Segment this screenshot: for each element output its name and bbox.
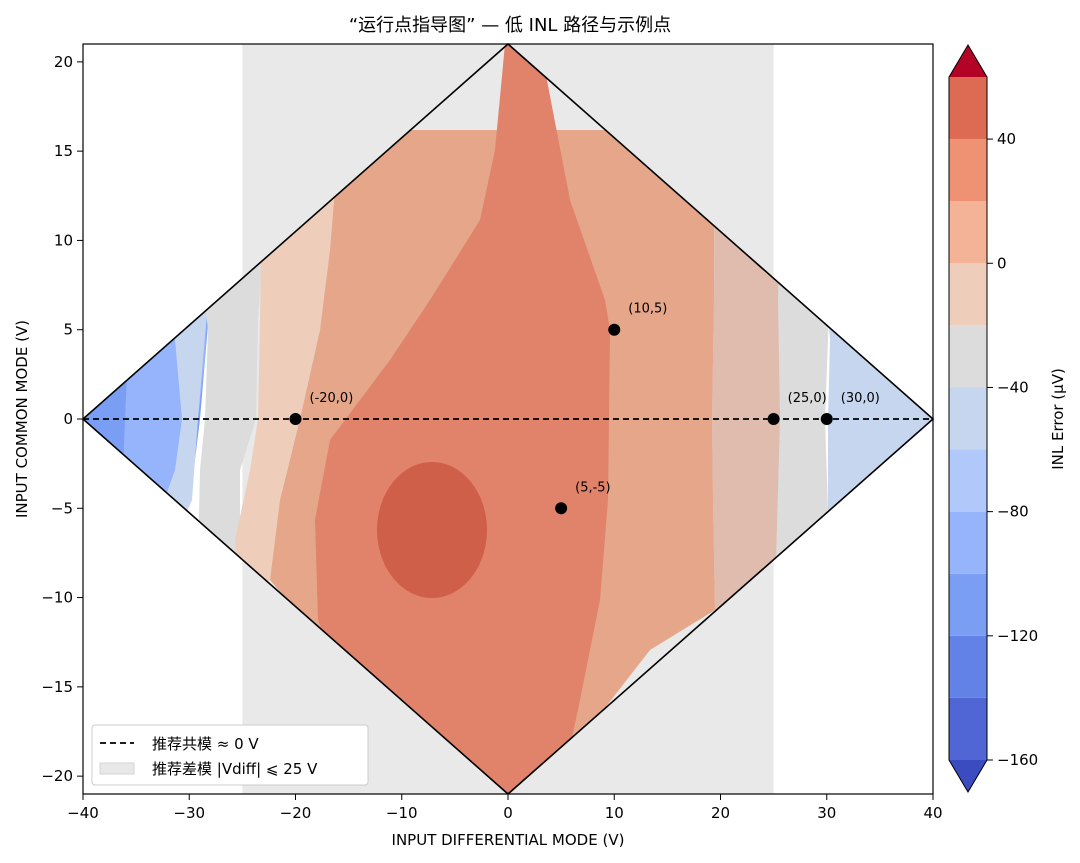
colorbar-tick-label: 0 (997, 254, 1007, 272)
legend-label-differential: 推荐差模 |Vdiff| ⩽ 25 V (152, 760, 318, 778)
y-tick-label: 0 (63, 410, 73, 428)
colorbar-band (949, 697, 987, 760)
legend: 推荐共模 ≈ 0 V 推荐差模 |Vdiff| ⩽ 25 V (91, 724, 369, 786)
sample-point-label: (25,0) (788, 391, 827, 406)
sample-point (289, 413, 302, 425)
x-tick-label: 30 (817, 804, 836, 822)
sample-point (767, 413, 780, 425)
y-tick-label: 20 (54, 53, 73, 71)
legend-gray-patch-swatch (99, 762, 135, 775)
colorbar-over-triangle (949, 45, 987, 77)
colorbar-band (949, 139, 987, 202)
sample-point (555, 502, 568, 515)
x-tick-label: −30 (173, 804, 205, 822)
legend-label-common-mode: 推荐共模 ≈ 0 V (152, 735, 259, 753)
x-tick-label: 10 (605, 804, 624, 822)
y-axis: −20 −15 −10 −5 0 5 10 15 20 (41, 53, 83, 785)
sample-point-label: (30,0) (841, 391, 880, 406)
colorbar-tick-label: 40 (997, 130, 1016, 148)
chart-title: “运行点指导图” — 低 INL 路径与示例点 (349, 15, 671, 36)
colorbar: 40 0 −40 −80 −120 −160 (948, 44, 1038, 793)
colorbar-band (949, 573, 987, 636)
colorbar-outline (948, 44, 988, 793)
sample-point-label: (5,-5) (575, 480, 611, 495)
sample-point (820, 413, 833, 425)
colorbar-band (949, 77, 987, 140)
colorbar-band (949, 201, 987, 264)
x-tick-label: −20 (280, 804, 312, 822)
x-tick-label: 40 (923, 804, 942, 822)
colorbar-band (949, 387, 987, 450)
contour-band-cold-left-light (150, 300, 208, 540)
colorbar-label: INL Error (μV) (1049, 368, 1067, 470)
contour-band-peach-left (235, 200, 340, 600)
y-tick-label: 10 (54, 231, 73, 249)
x-axis-label: INPUT DIFFERENTIAL MODE (V) (392, 831, 625, 849)
colorbar-tick-label: −120 (997, 627, 1038, 645)
colorbar-band (949, 263, 987, 326)
contour-band-gray-right (775, 262, 830, 560)
sample-point-label: (10,5) (628, 302, 667, 317)
y-tick-label: −10 (41, 589, 73, 607)
colorbar-tick-label: −160 (997, 751, 1038, 769)
y-tick-label: 15 (54, 142, 73, 160)
y-tick-label: −20 (41, 767, 73, 785)
colorbar-band (949, 449, 987, 512)
colorbar-tick-label: −80 (997, 503, 1029, 521)
y-axis-label: INPUT COMMON MODE (V) (13, 320, 31, 518)
plot-area: (-20,0) (10,5) (5,-5) (25,0) (30,0) (81, 42, 935, 796)
legend-box (91, 724, 369, 786)
y-tick-label: 5 (63, 321, 73, 339)
contour-band-peach-right (712, 200, 780, 610)
colorbar-band (949, 325, 987, 388)
colorbar-under-triangle (949, 760, 987, 792)
sample-point-label: (-20,0) (310, 391, 354, 406)
colorbar-band (949, 635, 987, 698)
x-tick-label: 20 (711, 804, 730, 822)
sample-point (608, 323, 621, 336)
x-tick-label: −10 (386, 804, 418, 822)
colorbar-band (949, 511, 987, 574)
sample-points: (-20,0) (10,5) (5,-5) (25,0) (30,0) (289, 302, 880, 515)
x-tick-label: −40 (67, 804, 99, 822)
contour-band-orange-core (315, 44, 610, 794)
y-tick-label: −15 (41, 678, 73, 696)
contour-band-red-spot (377, 462, 487, 598)
x-axis: −40 −30 −20 −10 0 10 20 30 40 (67, 794, 943, 822)
colorbar-tick-label: −40 (997, 378, 1029, 396)
x-tick-label: 0 (503, 804, 513, 822)
y-tick-label: −5 (51, 499, 73, 517)
contour-band-gray-left (198, 262, 262, 560)
